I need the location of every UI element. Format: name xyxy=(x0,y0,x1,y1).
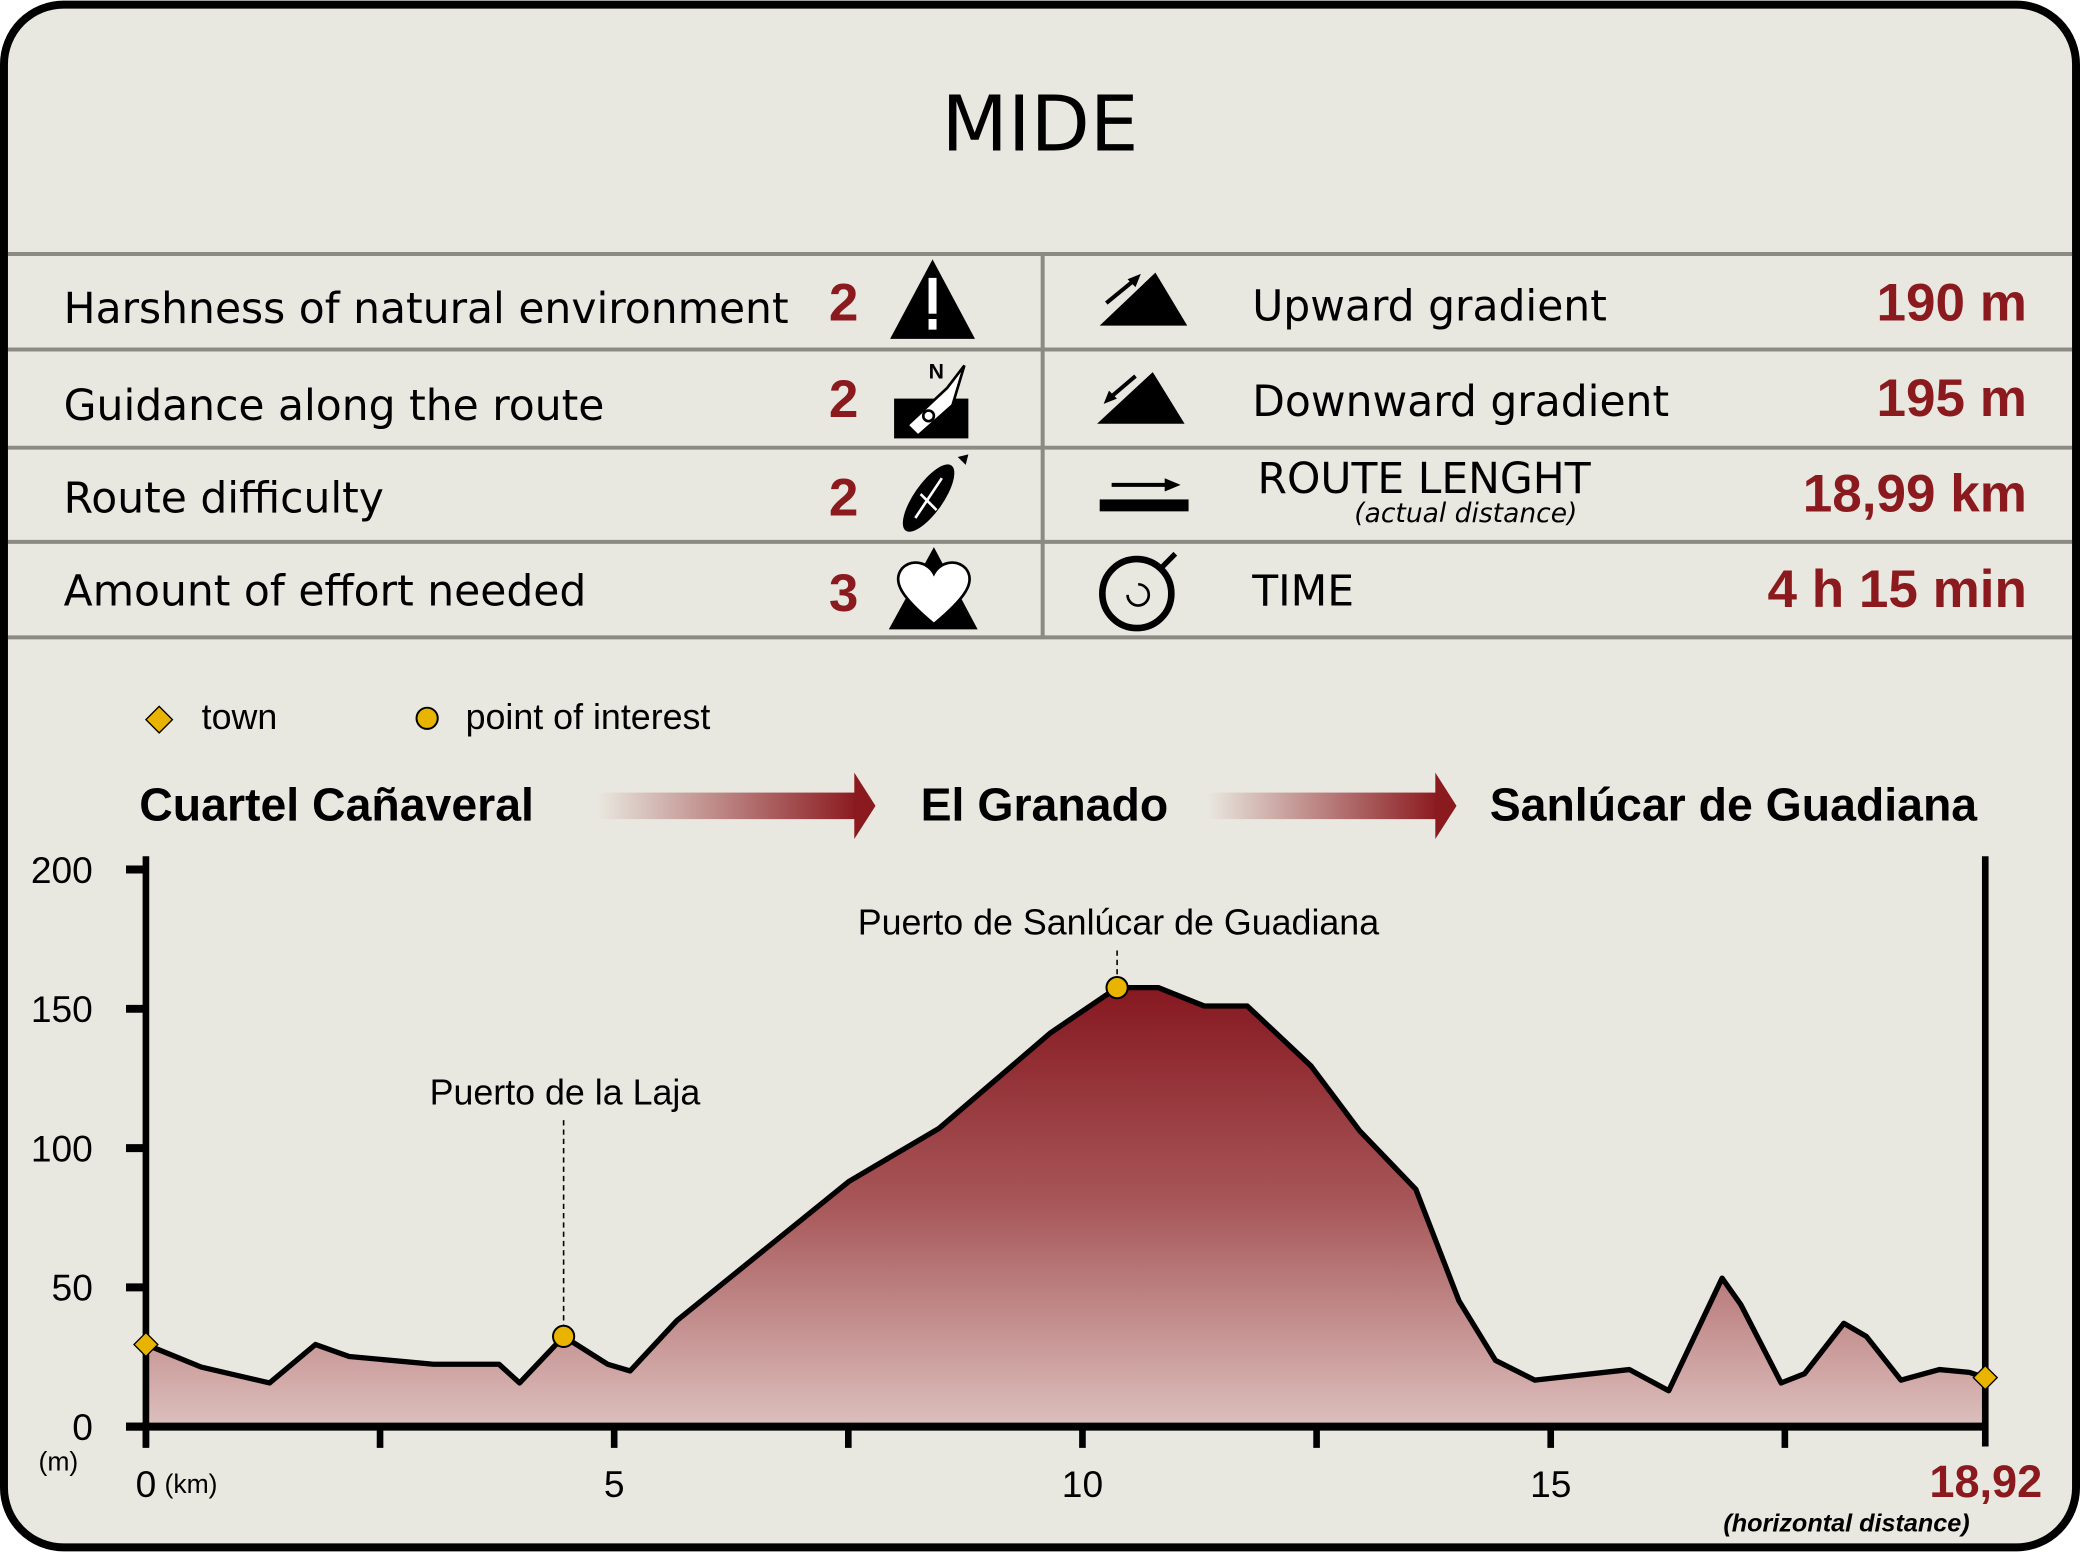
y-tick-label: 150 xyxy=(31,988,93,1030)
stat-row-time: TIME 4 h 15 min xyxy=(1099,551,2027,632)
stat-row-downward: Downward gradient 195 m xyxy=(1097,369,2027,428)
table-grid xyxy=(7,252,2073,640)
stat-label: TIME xyxy=(1251,568,1354,617)
mide-value: 2 xyxy=(829,370,859,429)
upward-gradient-icon xyxy=(1099,272,1188,326)
end-distance-label: 18,92 xyxy=(1929,1456,2042,1507)
warning-mountain-icon xyxy=(890,259,975,339)
stat-value: 4 h 15 min xyxy=(1768,560,2027,619)
y-tick-label: 0 xyxy=(72,1406,93,1448)
place-end: Sanlúcar de Guadiana xyxy=(1490,778,1979,830)
town-marker-icon xyxy=(144,705,174,734)
route-length-icon xyxy=(1099,478,1189,512)
x-axis-unit: (km) xyxy=(164,1469,217,1499)
place-start: Cuartel Cañaveral xyxy=(139,778,534,830)
y-axis-unit: (m) xyxy=(38,1446,78,1476)
mide-value: 2 xyxy=(829,273,859,332)
stat-sublabel: (actual distance) xyxy=(1354,498,1577,529)
town-marker xyxy=(133,1331,159,1358)
mide-value: 3 xyxy=(829,564,859,623)
poi-marker xyxy=(1105,976,1129,1000)
stat-value: 190 m xyxy=(1877,273,2027,332)
poi-label: Puerto de Sanlúcar de Guadiana xyxy=(858,903,1380,943)
legend: town point of interest xyxy=(144,697,711,737)
legend-poi: point of interest xyxy=(466,697,711,737)
stat-label: Downward gradient xyxy=(1252,378,1669,427)
boot-print-icon xyxy=(902,454,969,532)
mide-row-effort: Amount of effort needed 3 xyxy=(64,547,978,630)
compass-icon: N xyxy=(894,361,969,439)
legend-town: town xyxy=(202,697,278,737)
stat-label: Upward gradient xyxy=(1252,282,1607,331)
poi-marker xyxy=(552,1324,576,1349)
x-tick-label: 10 xyxy=(1062,1463,1103,1505)
end-distance-sublabel: (horizontal distance) xyxy=(1723,1509,1969,1537)
heart-mountain-icon xyxy=(888,547,978,630)
place-middle: El Granado xyxy=(921,778,1169,830)
stat-row-length: ROUTE LENGHT (actual distance) 18,99 km xyxy=(1099,455,2027,529)
mide-label: Route difficulty xyxy=(64,475,384,524)
stat-value: 18,99 km xyxy=(1803,464,2027,523)
poi-marker-icon xyxy=(415,706,439,730)
mide-row-difficulty: Route difficulty 2 xyxy=(64,454,969,532)
elevation-line xyxy=(144,984,1987,1394)
mide-label: Harshness of natural environment xyxy=(64,285,789,334)
mide-row-harshness: Harshness of natural environment 2 xyxy=(64,259,975,339)
x-tick-label: 15 xyxy=(1530,1463,1571,1505)
downward-gradient-icon xyxy=(1097,372,1185,424)
y-tick-label: 200 xyxy=(31,849,93,891)
poi-label: Puerto de la Laja xyxy=(430,1072,701,1112)
north-letter: N xyxy=(929,361,944,384)
stat-value: 195 m xyxy=(1877,369,2027,428)
stat-label: ROUTE LENGHT xyxy=(1258,455,1592,504)
y-tick-label: 50 xyxy=(52,1267,93,1309)
mide-label: Amount of effort needed xyxy=(64,568,587,617)
town-marker xyxy=(1972,1364,1999,1391)
arrow-icon xyxy=(596,772,876,840)
stopwatch-icon xyxy=(1099,551,1178,632)
x-tick-label: 0 xyxy=(136,1463,157,1505)
elevation-area xyxy=(145,987,1986,1427)
y-tick-label: 100 xyxy=(31,1127,93,1169)
page-title: MIDE xyxy=(942,81,1139,170)
mide-label: Guidance along the route xyxy=(64,382,605,431)
x-tick-label: 5 xyxy=(604,1463,625,1505)
mide-row-guidance: Guidance along the route 2 N xyxy=(64,361,969,439)
arrow-icon xyxy=(1207,772,1457,840)
route-places: Cuartel Cañaveral El Granado Sanlúcar de… xyxy=(139,772,1979,840)
elevation-chart: 0 50 100 150 200 0 5 10 15 (km) (m) 18,92(horizonta… xyxy=(31,849,2042,1538)
mide-value: 2 xyxy=(829,468,859,527)
stat-row-upward: Upward gradient 190 m xyxy=(1099,272,2027,332)
